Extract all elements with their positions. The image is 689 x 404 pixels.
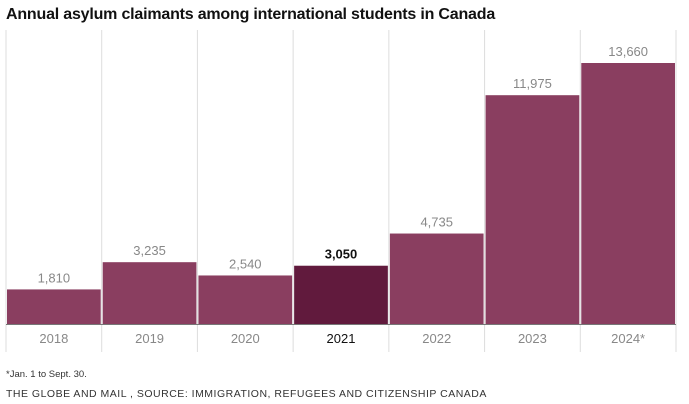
source-credit: THE GLOBE AND MAIL , SOURCE: IMMIGRATION… bbox=[6, 388, 487, 400]
x-tick-label: 2019 bbox=[135, 331, 164, 346]
data-label: 3,050 bbox=[325, 247, 358, 262]
chart-title: Annual asylum claimants among internatio… bbox=[6, 6, 496, 23]
data-label: 3,235 bbox=[133, 243, 166, 258]
bar-2024 bbox=[581, 63, 675, 324]
x-tick-label: 2020 bbox=[231, 331, 260, 346]
x-tick-label: 2023 bbox=[518, 331, 547, 346]
footnote: *Jan. 1 to Sept. 30. bbox=[6, 369, 87, 380]
bar-2019 bbox=[102, 262, 197, 324]
x-tick-label: 2022 bbox=[422, 331, 451, 346]
x-tick-label: 2018 bbox=[39, 331, 68, 346]
bar-chart: 1,810 2018 3,235 2019 2,540 2020 3,050 2021 4,73… bbox=[5, 30, 677, 352]
x-tick-label: 2021 bbox=[327, 331, 356, 346]
bar-2021 bbox=[294, 265, 388, 324]
data-label: 1,810 bbox=[38, 270, 71, 285]
x-tick-label: 2024* bbox=[611, 331, 645, 346]
data-label: 13,660 bbox=[608, 44, 648, 59]
bar-2018 bbox=[7, 289, 101, 324]
data-label: 11,975 bbox=[513, 76, 552, 91]
bar-2023 bbox=[485, 95, 580, 324]
bar-2022 bbox=[389, 233, 484, 324]
data-label: 2,540 bbox=[229, 256, 262, 271]
bar-2020 bbox=[198, 275, 293, 324]
data-label: 4,735 bbox=[420, 215, 453, 230]
